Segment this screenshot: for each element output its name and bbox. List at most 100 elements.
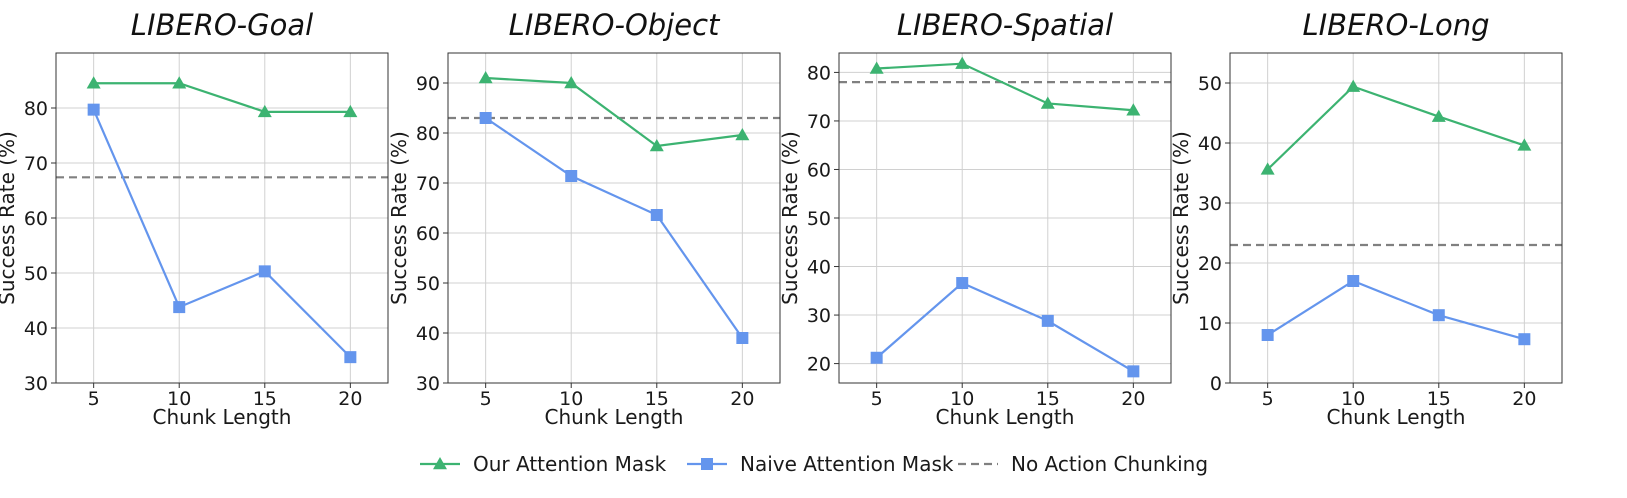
y-tick-label: 40: [24, 318, 48, 340]
x-tick-label: 20: [1512, 388, 1536, 410]
data-point-ours: [735, 128, 750, 141]
data-point-naive: [1127, 365, 1140, 378]
data-point-ours: [172, 76, 187, 89]
data-point-ours: [955, 56, 970, 69]
data-point-naive: [650, 209, 663, 221]
data-point-ours: [1346, 79, 1361, 92]
y-tick-label: 90: [416, 73, 440, 95]
series-line-ours: [485, 76, 743, 148]
y-tick-label: 80: [807, 62, 831, 84]
x-tick-label: 20: [338, 388, 362, 410]
y-axis-label: Success Rate (%): [1169, 131, 1193, 305]
data-point-naive: [565, 170, 578, 182]
y-tick-label: 60: [416, 223, 440, 245]
y-tick-label: 50: [807, 208, 831, 230]
legend-item-ours: Our Attention Mask: [420, 452, 667, 476]
x-axis-label: Chunk Length: [936, 405, 1075, 429]
data-point-naive: [870, 351, 883, 364]
y-tick-label: 70: [416, 173, 440, 195]
x-tick-label: 20: [1121, 388, 1145, 410]
legend-label: Naive Attention Mask: [740, 452, 954, 476]
x-tick-label: 5: [871, 388, 883, 410]
series-line-ours: [93, 82, 351, 113]
y-tick-label: 80: [416, 123, 440, 145]
data-point-naive: [736, 332, 749, 344]
data-point-ours: [564, 76, 579, 89]
series-line-naive: [92, 109, 352, 358]
panel-title: LIBERO-Goal: [131, 8, 313, 42]
chart-panel: 5 10 15 20 0 10 20 30 40 50 LIBERO-Long Chunk Lengt…: [1169, 8, 1563, 429]
data-point-ours: [1517, 138, 1532, 151]
data-point-naive: [258, 265, 271, 278]
series-line-ours: [876, 62, 1134, 112]
x-tick-label: 5: [1262, 388, 1274, 410]
data-point-naive: [1432, 309, 1445, 322]
series-line-naive: [875, 281, 1134, 373]
y-tick-label: 50: [1198, 73, 1222, 95]
legend-label: No Action Chunking: [1011, 452, 1208, 476]
x-tick-label: 15: [1036, 388, 1060, 410]
x-axis-label: Chunk Length: [153, 405, 292, 429]
panel-title: LIBERO-Long: [1302, 8, 1489, 42]
y-tick-label: 30: [807, 305, 831, 327]
y-tick-label: 60: [807, 159, 831, 181]
x-tick-label: 15: [253, 388, 277, 410]
y-tick-label: 0: [1210, 373, 1222, 395]
y-axis-label: Success Rate (%): [387, 131, 411, 305]
x-tick-label: 10: [167, 388, 191, 410]
y-tick-label: 70: [24, 153, 48, 175]
data-point-ours: [1040, 96, 1055, 109]
x-tick-label: 15: [1427, 388, 1451, 410]
legend-label: Our Attention Mask: [473, 452, 667, 476]
legend-item-baseline: No Action Chunking: [958, 452, 1208, 476]
legend-marker: [433, 457, 447, 470]
x-tick-label: 20: [730, 388, 754, 410]
x-tick-label: 5: [480, 388, 492, 410]
y-tick-label: 80: [24, 98, 48, 120]
legend: Our Attention Mask Naive Attention Mask No…: [420, 452, 1208, 476]
x-axis-label: Chunk Length: [1327, 405, 1466, 429]
y-axis-label: Success Rate (%): [778, 131, 802, 305]
series-line-naive: [1267, 279, 1525, 341]
data-point-ours: [86, 76, 101, 89]
y-tick-label: 10: [1198, 313, 1222, 335]
y-tick-label: 40: [416, 323, 440, 345]
panel-title: LIBERO-Object: [509, 8, 721, 42]
legend-item-naive: Naive Attention Mask: [687, 452, 954, 476]
y-tick-label: 30: [416, 373, 440, 395]
chart-panel: 5 10 15 20 30 40 50 60 70 80 90 LIBERO-Object Chunk …: [387, 8, 781, 429]
data-point-ours: [257, 104, 272, 118]
series-line-naive: [485, 117, 744, 339]
data-point-naive: [1347, 275, 1360, 287]
data-point-naive: [344, 351, 357, 364]
data-point-naive: [1041, 314, 1054, 327]
y-tick-label: 50: [416, 273, 440, 295]
data-point-naive: [87, 103, 100, 116]
data-point-ours: [478, 71, 493, 84]
x-tick-label: 10: [950, 388, 974, 410]
plot-frame: [447, 52, 781, 384]
y-tick-label: 70: [807, 111, 831, 133]
data-point-naive: [1261, 329, 1274, 341]
y-tick-label: 20: [807, 354, 831, 376]
y-tick-label: 50: [24, 263, 48, 285]
y-tick-label: 60: [24, 208, 48, 230]
plot-frame: [1229, 52, 1563, 384]
chart-panel: 5 10 15 20 20 30 40 50 60 70 80 LIBERO-Spatial Chunk…: [778, 8, 1172, 429]
data-point-naive: [1518, 333, 1531, 346]
x-tick-label: 10: [559, 388, 583, 410]
data-point-naive: [956, 277, 969, 290]
data-point-ours: [1260, 162, 1275, 175]
x-axis-label: Chunk Length: [545, 405, 684, 429]
data-point-ours: [1126, 103, 1141, 116]
chart-panel: 5 10 15 20 30 40 50 60 70 80 LIBERO-Goal Chunk Leng…: [0, 8, 389, 429]
y-tick-label: 40: [1198, 133, 1222, 155]
x-tick-label: 5: [88, 388, 100, 410]
data-point-naive: [479, 112, 492, 124]
y-tick-label: 40: [807, 257, 831, 279]
data-point-ours: [649, 139, 664, 152]
y-tick-label: 20: [1198, 253, 1222, 275]
y-tick-label: 30: [24, 373, 48, 395]
